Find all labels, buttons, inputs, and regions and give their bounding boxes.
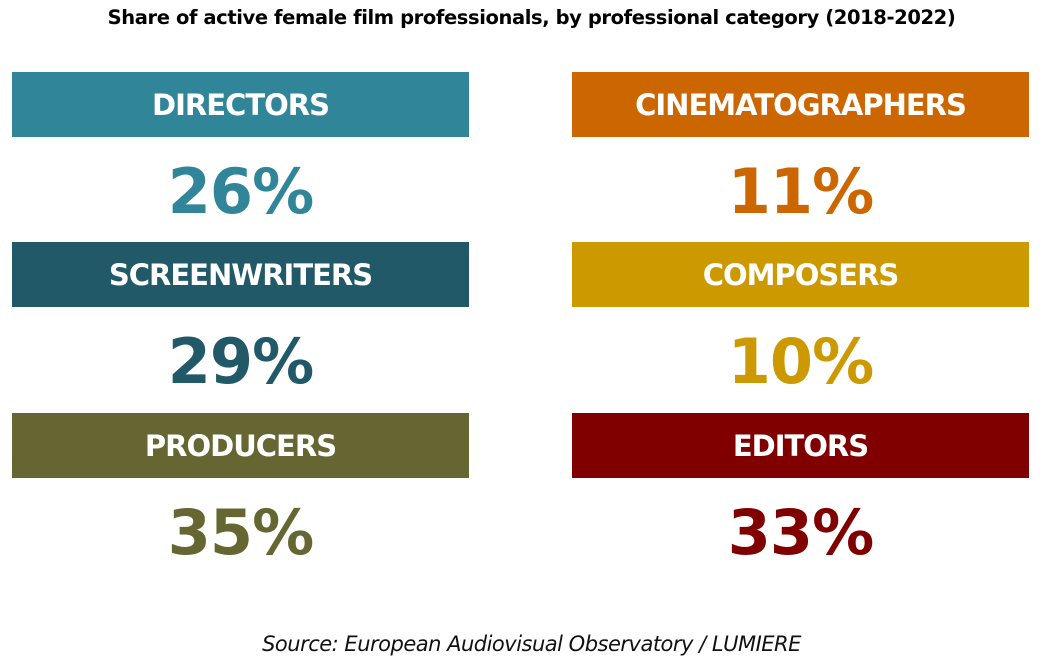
category-label-band: DIRECTORS (12, 72, 469, 137)
category-value: 11% (727, 155, 874, 228)
category-value: 35% (167, 496, 314, 569)
category-value: 29% (167, 325, 314, 398)
category-label-band: PRODUCERS (12, 413, 469, 478)
category-value: 33% (727, 496, 874, 569)
category-label-band: EDITORS (572, 413, 1029, 478)
category-value: 26% (167, 155, 314, 228)
category-label-band: COMPOSERS (572, 242, 1029, 307)
card-directors: DIRECTORS 26% (12, 72, 469, 223)
card-composers: COMPOSERS 10% (572, 242, 1029, 393)
category-label-band: CINEMATOGRAPHERS (572, 72, 1029, 137)
card-cinematographers: CINEMATOGRAPHERS 11% (572, 72, 1029, 223)
source-note: Source: European Audiovisual Observatory… (262, 632, 801, 656)
card-producers: PRODUCERS 35% (12, 413, 469, 564)
card-screenwriters: SCREENWRITERS 29% (12, 242, 469, 393)
category-label-band: SCREENWRITERS (12, 242, 469, 307)
category-value: 10% (727, 325, 874, 398)
chart-title: Share of active female film professional… (107, 6, 956, 29)
card-editors: EDITORS 33% (572, 413, 1029, 564)
